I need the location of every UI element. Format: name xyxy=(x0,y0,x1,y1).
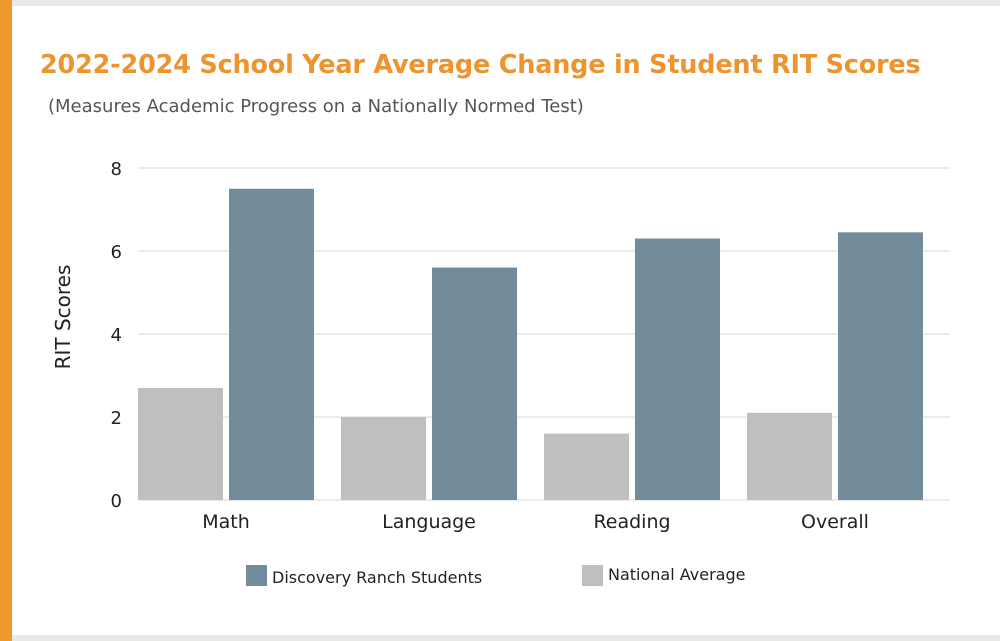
category-labels: Math Language Reading Overall xyxy=(202,511,869,533)
top-border xyxy=(12,0,1000,6)
bar-overall-discovery xyxy=(838,232,923,500)
bar-language-discovery xyxy=(432,267,517,500)
category-label: Reading xyxy=(593,511,670,533)
legend-label: National Average xyxy=(608,565,745,584)
legend: Discovery Ranch Students National Average xyxy=(246,565,745,587)
y-tick-label: 6 xyxy=(111,242,122,263)
chart-title: 2022-2024 School Year Average Change in … xyxy=(40,50,921,80)
y-tick-label: 2 xyxy=(111,408,122,429)
category-label: Language xyxy=(382,511,476,533)
y-tick-label: 0 xyxy=(111,491,122,512)
legend-swatch xyxy=(246,565,267,586)
chart-subtitle: (Measures Academic Progress on a Nationa… xyxy=(48,96,584,117)
y-tick-label: 4 xyxy=(111,325,122,346)
category-label: Overall xyxy=(801,511,869,533)
legend-label: Discovery Ranch Students xyxy=(272,568,482,587)
bar-math-discovery xyxy=(229,188,314,500)
bar-overall-national xyxy=(747,412,832,500)
category-label: Math xyxy=(202,511,250,533)
accent-bar xyxy=(0,0,12,641)
y-tick-labels: 0 2 4 6 8 xyxy=(111,159,122,512)
y-tick-label: 8 xyxy=(111,159,122,180)
bar-math-national xyxy=(138,387,223,500)
bar-reading-discovery xyxy=(635,238,720,501)
bar-language-national xyxy=(341,417,426,500)
bar-reading-national xyxy=(544,433,629,500)
bottom-border xyxy=(12,635,1000,641)
bars xyxy=(138,188,923,501)
y-axis-title: RIT Scores xyxy=(51,265,75,370)
legend-swatch xyxy=(582,565,603,586)
